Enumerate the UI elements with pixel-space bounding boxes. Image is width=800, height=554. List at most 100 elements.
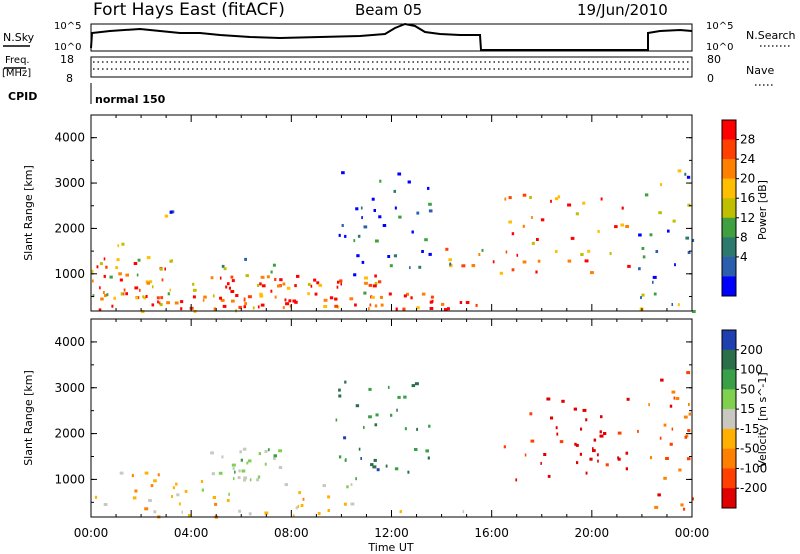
heatmap-cell bbox=[231, 279, 235, 283]
cpid-label: CPID bbox=[8, 90, 37, 103]
heatmap-cell bbox=[252, 306, 255, 310]
colorbar-frame bbox=[721, 119, 737, 297]
heatmap-cell bbox=[505, 250, 508, 254]
heatmap-cell bbox=[637, 429, 639, 433]
heatmap-cell bbox=[316, 281, 320, 285]
heatmap-cell bbox=[378, 280, 382, 284]
heatmap-cell bbox=[574, 442, 577, 446]
heatmap-cell bbox=[378, 215, 382, 219]
heatmap-cell bbox=[109, 275, 113, 279]
heatmap-cell bbox=[687, 251, 691, 254]
heatmap-cell bbox=[663, 423, 667, 427]
heatmap-cell bbox=[346, 485, 349, 489]
heatmap-cell bbox=[131, 474, 134, 478]
nave-label: Nave bbox=[746, 64, 774, 77]
heatmap-cell bbox=[547, 474, 551, 478]
heatmap-cell bbox=[492, 260, 495, 264]
heatmap-cell bbox=[292, 514, 295, 518]
heatmap-cell bbox=[135, 296, 138, 300]
heatmap-cell bbox=[248, 459, 252, 463]
heatmap-cell bbox=[368, 307, 370, 311]
heatmap-cell bbox=[691, 310, 696, 313]
heatmap-cell bbox=[508, 220, 512, 224]
heatmap-cell bbox=[677, 303, 680, 307]
heatmap-cell bbox=[597, 229, 600, 233]
nsky-label: N.Sky bbox=[3, 31, 35, 44]
heatmap-cell bbox=[427, 456, 430, 460]
heatmap-cell bbox=[648, 403, 650, 407]
heatmap-cell bbox=[657, 493, 661, 497]
heatmap-cell bbox=[350, 483, 353, 487]
heatmap-cell bbox=[298, 491, 301, 495]
heatmap-cell bbox=[337, 280, 340, 284]
heatmap-cell bbox=[376, 468, 380, 472]
heatmap-cell bbox=[652, 275, 657, 279]
heatmap-cell bbox=[687, 429, 691, 433]
heatmap-cell bbox=[621, 206, 624, 210]
heatmap-cell bbox=[335, 418, 338, 422]
power-yaxis: 4000 3000 2000 1000 bbox=[54, 114, 692, 297]
heatmap-cell bbox=[428, 424, 431, 428]
heatmap-cell bbox=[322, 484, 326, 488]
heatmap-cell bbox=[424, 238, 428, 242]
heatmap-cell bbox=[167, 292, 170, 296]
heatmap-cell bbox=[238, 469, 241, 473]
heatmap-cell bbox=[642, 255, 646, 259]
colorbar-label: -15 bbox=[740, 422, 760, 436]
heatmap-cell bbox=[515, 478, 518, 482]
heatmap-cell bbox=[649, 456, 653, 460]
heatmap-cell bbox=[144, 507, 149, 511]
heatmap-cell bbox=[361, 260, 365, 264]
heatmap-cell bbox=[580, 253, 584, 256]
nsky-tick-bottom: 10^0 bbox=[54, 42, 81, 53]
heatmap-cell bbox=[96, 265, 99, 269]
heatmap-cell bbox=[153, 510, 157, 514]
colorbar-label: -200 bbox=[740, 481, 767, 495]
heatmap-cell bbox=[227, 282, 230, 286]
heatmap-cell bbox=[446, 307, 450, 311]
heatmap-cell bbox=[592, 449, 596, 453]
heatmap-cell bbox=[678, 468, 682, 472]
heatmap-cell bbox=[585, 418, 588, 422]
heatmap-cell bbox=[159, 303, 163, 307]
heatmap-cell bbox=[597, 459, 599, 463]
heatmap-cell bbox=[529, 196, 532, 199]
heatmap-cell bbox=[414, 448, 418, 451]
heatmap-cell bbox=[113, 296, 116, 300]
heatmap-cell bbox=[406, 292, 409, 296]
heatmap-cell bbox=[274, 278, 277, 281]
heatmap-cell bbox=[104, 294, 107, 297]
heatmap-cell bbox=[261, 284, 266, 288]
heatmap-cell bbox=[428, 209, 433, 213]
heatmap-cell bbox=[343, 436, 347, 440]
heatmap-cell bbox=[428, 202, 432, 206]
heatmap-cell bbox=[169, 288, 171, 292]
velocity-yaxis: 4000 3000 2000 1000 bbox=[54, 318, 692, 503]
heatmap-cell bbox=[282, 282, 286, 286]
heatmap-cell bbox=[555, 250, 558, 253]
heatmap-cell bbox=[307, 282, 311, 286]
nsearch-tick-bottom: 10^0 bbox=[706, 42, 733, 53]
heatmap-cell bbox=[684, 172, 687, 176]
heatmap-cell bbox=[370, 463, 374, 467]
heatmap-cell bbox=[313, 278, 317, 282]
heatmap-cell bbox=[203, 295, 207, 299]
nave-tick-bottom: 0 bbox=[707, 72, 714, 85]
heatmap-cell bbox=[144, 471, 149, 475]
heatmap-cell bbox=[443, 308, 448, 312]
heatmap-cell bbox=[686, 371, 691, 375]
xtick-label: 00:00 bbox=[675, 526, 710, 540]
heatmap-cell bbox=[671, 303, 673, 306]
heatmap-cell bbox=[237, 476, 241, 480]
heatmap-cell bbox=[257, 475, 261, 479]
colorbar-swatch bbox=[722, 120, 736, 140]
heatmap-cell bbox=[247, 295, 252, 299]
heatmap-cell bbox=[278, 466, 283, 469]
heatmap-cell bbox=[142, 295, 145, 299]
heatmap-cell bbox=[685, 236, 690, 240]
heatmap-cell bbox=[416, 211, 420, 215]
ytick-label: 2000 bbox=[54, 427, 85, 441]
time-xaxis: 00:00 04:00 08:00 12:00 16:00 20:00 00:00 bbox=[74, 115, 710, 540]
heatmap-cell bbox=[555, 197, 559, 201]
heatmap-cell bbox=[212, 294, 215, 298]
